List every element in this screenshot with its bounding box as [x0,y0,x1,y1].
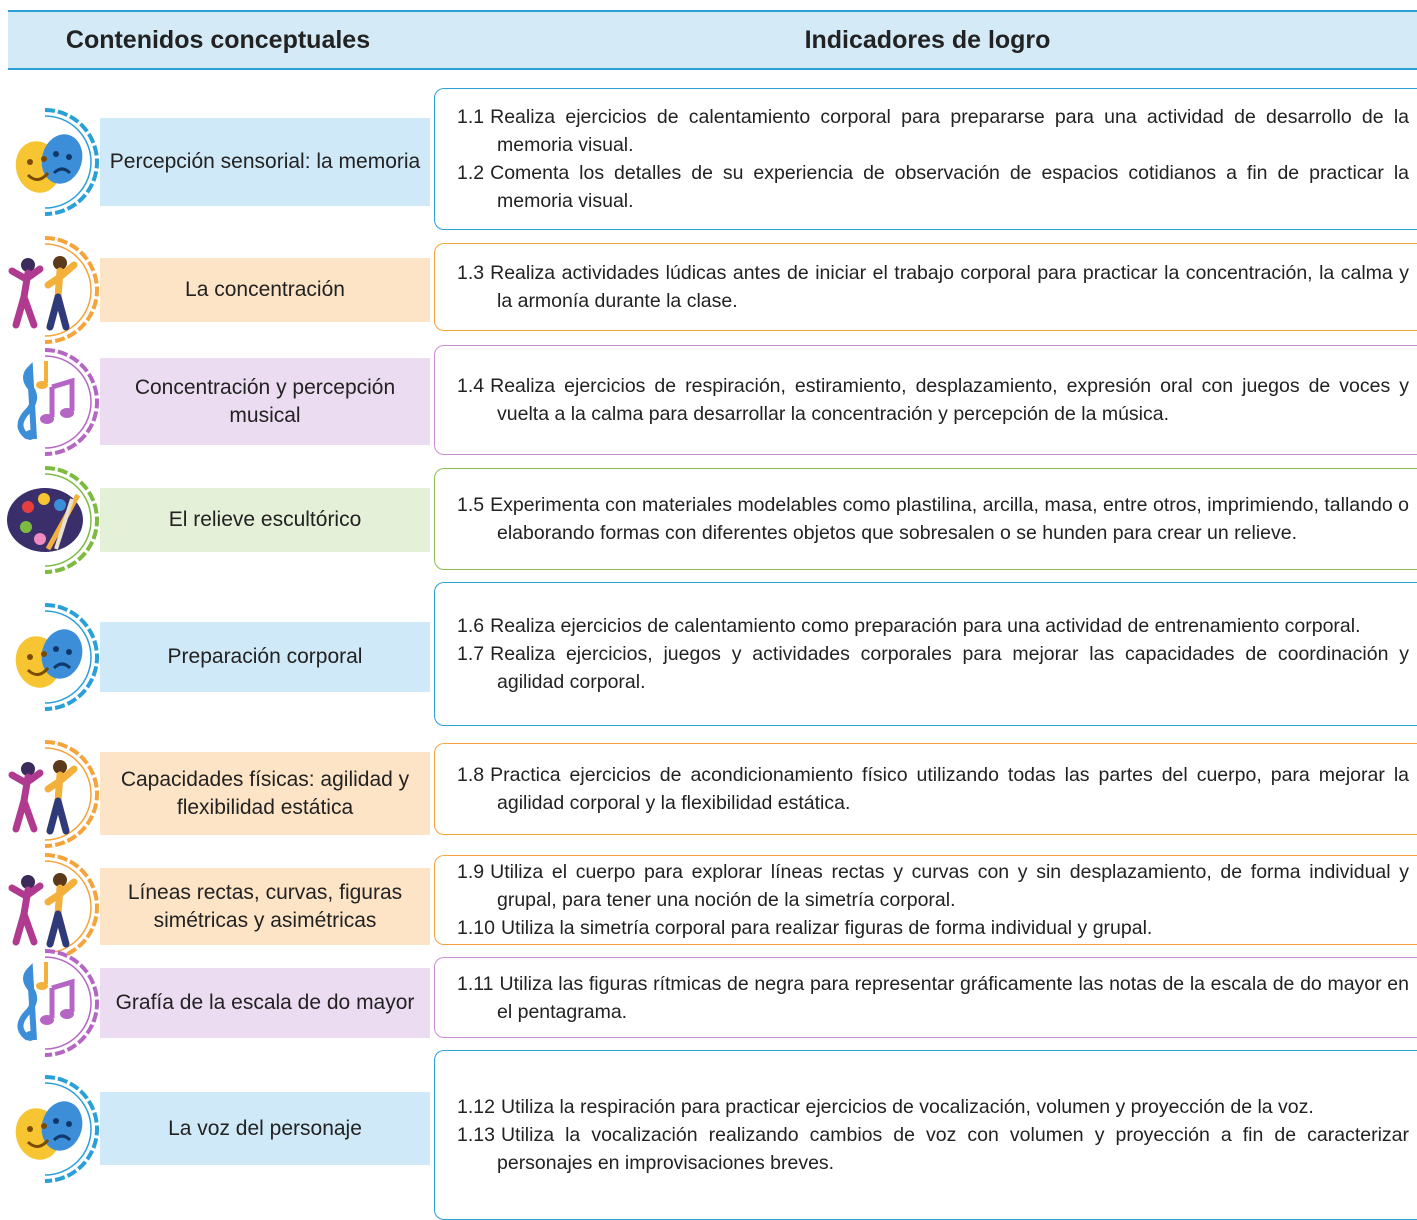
indicator: 1.13 Utiliza la vocalización realizando c… [457,1121,1409,1177]
indicator-number: 1.12 [457,1096,495,1118]
indicator-number: 1.11 [457,972,494,995]
indicator-text: Realiza ejercicios de respiración, estir… [490,375,1409,425]
indicator-box: 1.4 Realiza ejercicios de respiración, es… [434,345,1417,455]
concept-label: Percepción sensorial: la memoria [100,118,430,206]
header-left: Contenidos conceptuales [65,26,371,54]
indicator-box: 1.6 Realiza ejercicios de calentamiento c… [434,582,1417,726]
indicator-box: 1.11 Utiliza las figuras rítmicas de negr… [434,957,1417,1038]
row-icon [0,603,99,711]
indicator-text: Realiza ejercicios, juegos y actividades… [490,643,1409,693]
indicator-text: Utiliza la respiración para practicar ej… [500,1096,1314,1118]
concept-label: Grafía de la escala de do mayor [100,968,430,1038]
indicator-text: Utiliza el cuerpo para explorar líneas r… [490,861,1409,911]
indicator-box: 1.3 Realiza actividades lúdicas antes de … [434,243,1417,331]
row-icon [0,949,99,1057]
indicator-text: Realiza ejercicios de calentamiento corp… [490,106,1409,156]
indicator-box: 1.9 Utiliza el cuerpo para explorar línea… [434,855,1417,945]
indicator-box: 1.1 Realiza ejercicios de calentamiento c… [434,88,1417,230]
indicator-number: 1.3 [457,262,485,284]
indicator: 1.1 Realiza ejercicios de calentamiento c… [457,103,1409,159]
indicator-text: Utiliza la vocalización realizando cambi… [497,1124,1409,1174]
indicator: 1.11 Utiliza las figuras rítmicas de negr… [457,970,1409,1026]
indicator: 1.8 Practica ejercicios de acondicionamie… [457,761,1409,817]
indicator-number: 1.2 [457,162,485,184]
table-header: Contenidos conceptuales Indicadores de l… [8,10,1417,70]
concept-label: El relieve escultórico [100,488,430,552]
row-icon [0,347,99,456]
indicator-box: 1.5 Experimenta con materiales modelables… [434,468,1417,570]
concept-label: Líneas rectas, curvas, figuras simétrica… [100,868,430,945]
indicator: 1.7 Realiza ejercicios, juegos y activida… [457,640,1409,696]
indicator-number: 1.8 [457,764,485,786]
indicator-number: 1.13 [457,1124,495,1146]
concept-label: Concentración y percepción musical [100,358,430,445]
indicator-number: 1.10 [457,917,495,939]
indicator: 1.4 Realiza ejercicios de respiración, es… [457,372,1409,428]
indicator-number: 1.7 [457,643,485,665]
header-right: Indicadores de logro [804,26,1051,54]
indicator-number: 1.5 [457,494,485,516]
indicator-text: Realiza actividades lúdicas antes de ini… [490,262,1409,312]
concept-label: Preparación corporal [100,622,430,692]
indicator-number: 1.9 [457,861,485,883]
indicator: 1.9 Utiliza el cuerpo para explorar línea… [457,858,1409,914]
row-icon [0,739,99,848]
indicator-text: Comenta los detalles de su experiencia d… [490,162,1409,212]
indicator: 1.10 Utiliza la simetría corporal para re… [457,914,1409,942]
row-icon [0,1074,99,1183]
indicator-text: Realiza ejercicios de calentamiento como… [490,615,1361,637]
indicator-text: Experimenta con materiales modelables co… [490,494,1409,544]
indicator-number: 1.1 [457,106,485,128]
indicator: 1.3 Realiza actividades lúdicas antes de … [457,259,1409,315]
concept-label: La voz del personaje [100,1092,430,1165]
indicator-text: Practica ejercicios de acondicionamiento… [490,764,1409,814]
concept-label: Capacidades físicas: agilidad y flexibil… [100,752,430,835]
indicator-number: 1.4 [457,375,485,397]
row-icon [0,852,99,961]
indicator: 1.6 Realiza ejercicios de calentamiento c… [457,612,1409,640]
indicator: 1.5 Experimenta con materiales modelables… [457,491,1409,547]
indicator-number: 1.6 [457,615,485,637]
indicator-text: Utiliza la simetría corporal para realiz… [500,917,1153,939]
indicator-text: Utiliza las figuras rítmicas de negra pa… [497,972,1409,1023]
row-icon [0,108,99,216]
concept-label: La concentración [100,258,430,322]
row-icon [0,236,99,344]
row-icon [0,466,99,574]
indicator: 1.2 Comenta los detalles de su experienci… [457,159,1409,215]
indicator-box: 1.12 Utiliza la respiración para practica… [434,1050,1417,1220]
indicator-box: 1.8 Practica ejercicios de acondicionamie… [434,743,1417,835]
indicator: 1.12 Utiliza la respiración para practica… [457,1093,1409,1121]
